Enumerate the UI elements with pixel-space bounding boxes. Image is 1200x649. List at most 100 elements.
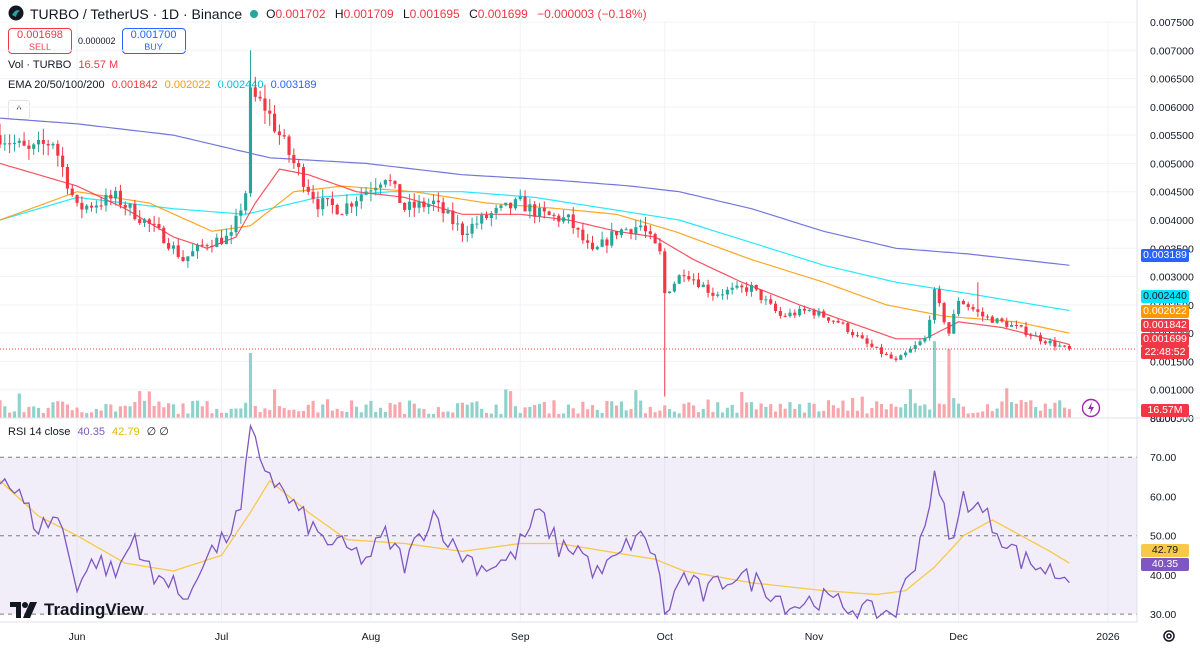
candle — [658, 237, 662, 255]
volume-legend[interactable]: Vol · TURBO 16.57 M — [8, 59, 122, 71]
buy-price: 0.001700 — [130, 29, 177, 41]
candle — [51, 142, 55, 149]
candle — [677, 274, 681, 285]
candle-body — [1000, 318, 1004, 322]
volume-bar — [22, 412, 26, 418]
candle-body — [595, 246, 599, 250]
volume-bar — [142, 400, 147, 418]
collapse-legend-button[interactable]: ^ — [8, 100, 30, 120]
candle-body — [576, 228, 580, 230]
candle — [398, 184, 402, 203]
sell-price: 0.001698 — [17, 29, 63, 41]
volume-bar — [1067, 409, 1071, 418]
ema20-line — [0, 162, 1070, 346]
candle-body — [273, 113, 277, 132]
candle-body — [277, 131, 281, 136]
ohlc-high-key: H — [334, 7, 344, 21]
candle-body — [41, 140, 45, 144]
candle — [335, 203, 339, 215]
candle-body — [952, 313, 956, 334]
volume-bar — [162, 407, 166, 418]
volume-bar — [826, 400, 831, 418]
gear-icon[interactable] — [1162, 629, 1176, 648]
candle — [253, 76, 257, 102]
candle-body — [879, 347, 884, 355]
volume-bar — [884, 409, 888, 418]
candle — [509, 202, 513, 215]
candle — [70, 184, 74, 197]
candle-body — [157, 224, 161, 228]
candle-body — [229, 232, 233, 236]
ema-legend[interactable]: EMA 20/50/100/200 0.001842 0.002022 0.00… — [8, 79, 320, 91]
candle-body — [730, 287, 734, 290]
candle — [831, 320, 835, 325]
volume-bar — [759, 403, 763, 418]
candle — [330, 191, 334, 214]
lightning-icon[interactable] — [1081, 398, 1101, 423]
volume-bar — [330, 410, 334, 418]
volume-bar — [764, 406, 768, 418]
volume-bar — [720, 412, 725, 418]
rsi-tick-label: 60.00 — [1150, 491, 1176, 503]
candle — [191, 244, 195, 257]
sell-button[interactable]: 0.001698 SELL — [8, 28, 72, 54]
symbol-title[interactable]: TURBO / TetherUS · 1D · Binance — [30, 6, 243, 22]
candle — [128, 202, 132, 216]
candle — [754, 284, 758, 292]
price-tick-label: 0.005500 — [1150, 130, 1194, 142]
volume-bar — [253, 405, 257, 418]
candle-body — [826, 317, 831, 321]
candle — [200, 239, 204, 248]
rsi-legend[interactable]: RSI 14 close 40.35 42.79 ∅ ∅ — [8, 425, 173, 438]
candle — [316, 191, 320, 218]
candle-body — [870, 343, 874, 347]
candle — [325, 197, 330, 207]
rsi-tick-label: 70.00 — [1150, 452, 1176, 464]
volume-bar — [56, 401, 60, 418]
candle-body — [56, 143, 60, 156]
candle-body — [571, 214, 575, 229]
volume-bar — [436, 407, 440, 418]
price-tick-label: 0.006500 — [1150, 74, 1194, 86]
volume-bar — [923, 404, 927, 418]
volume-bar — [465, 404, 469, 418]
rsi-tick-label: 40.00 — [1150, 570, 1176, 582]
candle-body — [778, 310, 782, 316]
buy-button[interactable]: 0.001700 BUY — [121, 28, 186, 54]
rsi-tick-label: 30.00 — [1150, 609, 1176, 621]
candle — [65, 163, 70, 195]
candle — [248, 50, 253, 197]
candle-body — [668, 291, 672, 294]
candle-body — [465, 233, 469, 236]
candle — [412, 193, 416, 217]
candle — [990, 315, 994, 323]
candle — [581, 222, 585, 244]
candle-body — [186, 256, 190, 262]
volume-bar — [831, 405, 835, 418]
candle — [711, 287, 715, 301]
candle-body — [610, 231, 614, 246]
candle-body — [128, 203, 132, 208]
volume-bar — [730, 404, 734, 418]
candle-body — [253, 87, 257, 97]
price-tick-label: 0.001500 — [1150, 356, 1194, 368]
tradingview-logo[interactable]: TradingView — [10, 600, 144, 620]
price-tick-label: 0.003000 — [1150, 272, 1194, 284]
volume-bar — [851, 398, 855, 418]
candle-body — [301, 167, 306, 187]
buy-label: BUY — [144, 42, 163, 52]
candle-body — [354, 201, 359, 207]
candle — [1014, 320, 1018, 329]
candle — [672, 281, 676, 293]
volume-bar — [566, 404, 570, 418]
symbol-logo-icon[interactable] — [8, 5, 24, 24]
volume-bar — [94, 408, 98, 418]
volume-bar — [932, 341, 937, 418]
market-status-icon — [250, 10, 259, 18]
candle-body — [171, 245, 175, 249]
candle — [12, 134, 17, 152]
candle — [884, 352, 888, 356]
volume-bar — [1029, 400, 1033, 418]
candle-body — [316, 199, 320, 210]
